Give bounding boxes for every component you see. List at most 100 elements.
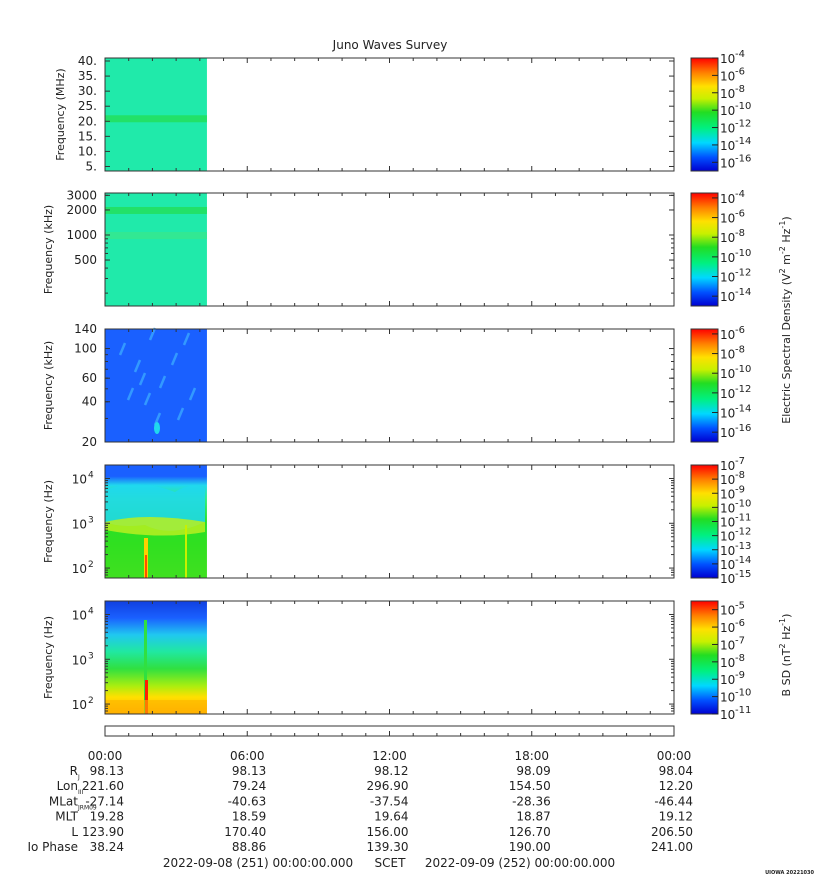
colorbar-tick-label: 10: [720, 691, 735, 705]
colorbar: [690, 57, 719, 172]
y-axis-label: Frequency (kHz): [42, 341, 55, 430]
colorbar-tick-exponent: -16: [735, 153, 751, 164]
y-tick-label: 20: [82, 435, 97, 449]
emission-streak: [133, 359, 142, 373]
colorbar-tick-label: 10: [720, 407, 735, 421]
ephemeris-value: 18.59: [232, 810, 266, 824]
colorbar-tick-label: 10: [720, 501, 735, 515]
colorbar-tick-label: 10: [720, 656, 735, 670]
y-tick-label: 40.: [78, 54, 97, 68]
time-tick-label: 06:00: [230, 749, 265, 763]
colorbar-tick-exponent: -8: [735, 470, 745, 481]
ephemeris-value: -40.63: [228, 794, 267, 808]
colorbar-tick-exponent: -7: [735, 635, 745, 646]
emission-band: [105, 232, 207, 240]
ephemeris-value: 206.50: [651, 825, 693, 839]
ephemeris-row-label: R: [70, 764, 78, 778]
colorbar-tick-label: 10: [720, 426, 735, 440]
emission-band: [105, 206, 207, 214]
ephemeris-row-label: MLT: [55, 810, 78, 824]
emission-streak: [176, 407, 185, 421]
y-tick-label-exponent: 4: [88, 470, 94, 480]
colorbar-tick-label: 10: [720, 673, 735, 687]
emission-streak: [182, 332, 191, 346]
colorbar-tick-exponent: -14: [735, 404, 751, 415]
colorbar-tick-label: 10: [720, 604, 735, 618]
colorbar-tick-exponent: -14: [735, 136, 751, 147]
colorbar-label-magnetic: B SD (nT2 Hz-1): [778, 614, 793, 697]
colorbar-tick-label: 10: [720, 473, 735, 487]
time-tick-label: 00:00: [657, 749, 692, 763]
y-tick-label: 15.: [78, 129, 97, 143]
y-tick-label: 1000: [66, 228, 97, 242]
colorbar-tick-label: 10: [720, 192, 735, 206]
colorbar-tick-label: 10: [720, 530, 735, 544]
colorbar-tick-exponent: -5: [735, 601, 745, 612]
colorbar-tick-label: 10: [720, 328, 735, 342]
colorbar-tick-label: 10: [720, 52, 735, 66]
y-tick-label-exponent: 2: [88, 560, 94, 570]
colorbar-tick-label: 10: [720, 558, 735, 572]
ephemeris-value: 98.12: [374, 764, 408, 778]
colorbar-tick-label: 10: [720, 544, 735, 558]
ephemeris-value: 139.30: [367, 840, 409, 854]
colorbar-tick-label: 10: [720, 251, 735, 265]
emission-spike-core: [145, 680, 148, 714]
emission-streak: [148, 327, 157, 341]
colorbar-tick-label: 10: [720, 708, 735, 722]
colorbar-tick-exponent: -6: [735, 209, 745, 220]
ephemeris-value: 88.86: [232, 840, 266, 854]
emission-spike: [185, 525, 187, 578]
footer-scet-label: SCET: [375, 856, 407, 870]
colorbar-tick-label: 10: [720, 638, 735, 652]
ephemeris-value: 154.50: [509, 779, 551, 793]
colorbar-tick-label: 10: [720, 87, 735, 101]
colorbar-tick-exponent: -8: [735, 228, 745, 239]
y-tick-label: 25.: [78, 99, 97, 113]
emission-low-band: [105, 700, 207, 714]
ephemeris-value: 296.90: [367, 779, 409, 793]
ephemeris-row-subscript: J: [77, 774, 80, 781]
colorbar-tick-exponent: -10: [735, 101, 751, 112]
ephemeris-value: 241.00: [651, 840, 693, 854]
colorbar-tick-exponent: -6: [735, 325, 745, 336]
emission-streak: [138, 372, 147, 386]
colorbar-tick-label: 10: [720, 487, 735, 501]
emission-streak: [158, 375, 167, 389]
ephemeris-value: 156.00: [367, 825, 409, 839]
y-tick-label: 500: [74, 253, 97, 267]
y-tick-label: 60: [82, 371, 97, 385]
emission-spike-core: [145, 555, 147, 578]
y-axis-label: Frequency (Hz): [42, 480, 55, 563]
colorbar-tick-label: 10: [720, 387, 735, 401]
ephemeris-row-label: MLat: [49, 794, 78, 808]
colorbar-tick-label: 10: [720, 139, 735, 153]
time-tick-label: 12:00: [372, 749, 407, 763]
colorbar-tick-exponent: -12: [735, 527, 751, 538]
y-tick-label: 35.: [78, 69, 97, 83]
colorbar-tick-label: 10: [720, 572, 735, 586]
ephemeris-value: 98.13: [232, 764, 266, 778]
y-axis-label: Frequency (kHz): [42, 205, 55, 294]
colorbar-tick-exponent: -10: [735, 498, 751, 509]
colorbar-tick-label: 10: [720, 459, 735, 473]
ephemeris-value: 19.64: [374, 810, 408, 824]
footer: 2022-09-08 (251) 00:00:00.000 SCET 2022-…: [163, 856, 815, 876]
colorbar: [690, 328, 719, 443]
colorbar: [690, 192, 719, 307]
y-tick-label: 10: [72, 472, 87, 486]
time-axis: 00:00 06:00 12:00 18:00 00:00: [88, 725, 692, 763]
footer-end-time: 2022-09-09 (252) 00:00:00.000: [425, 856, 615, 870]
emission-yellow-region: [105, 517, 205, 536]
ephemeris-value: 19.12: [659, 810, 693, 824]
emission-streak: [188, 387, 197, 401]
spectrogram-data: [105, 58, 207, 171]
ephemeris-row-label: L: [71, 825, 78, 839]
y-axis-label: Frequency (Hz): [42, 616, 55, 699]
y-tick-label: 10: [72, 562, 87, 576]
colorbar-label-electric: Electric Spectral Density (V2 m-2 Hz-1): [778, 216, 793, 423]
